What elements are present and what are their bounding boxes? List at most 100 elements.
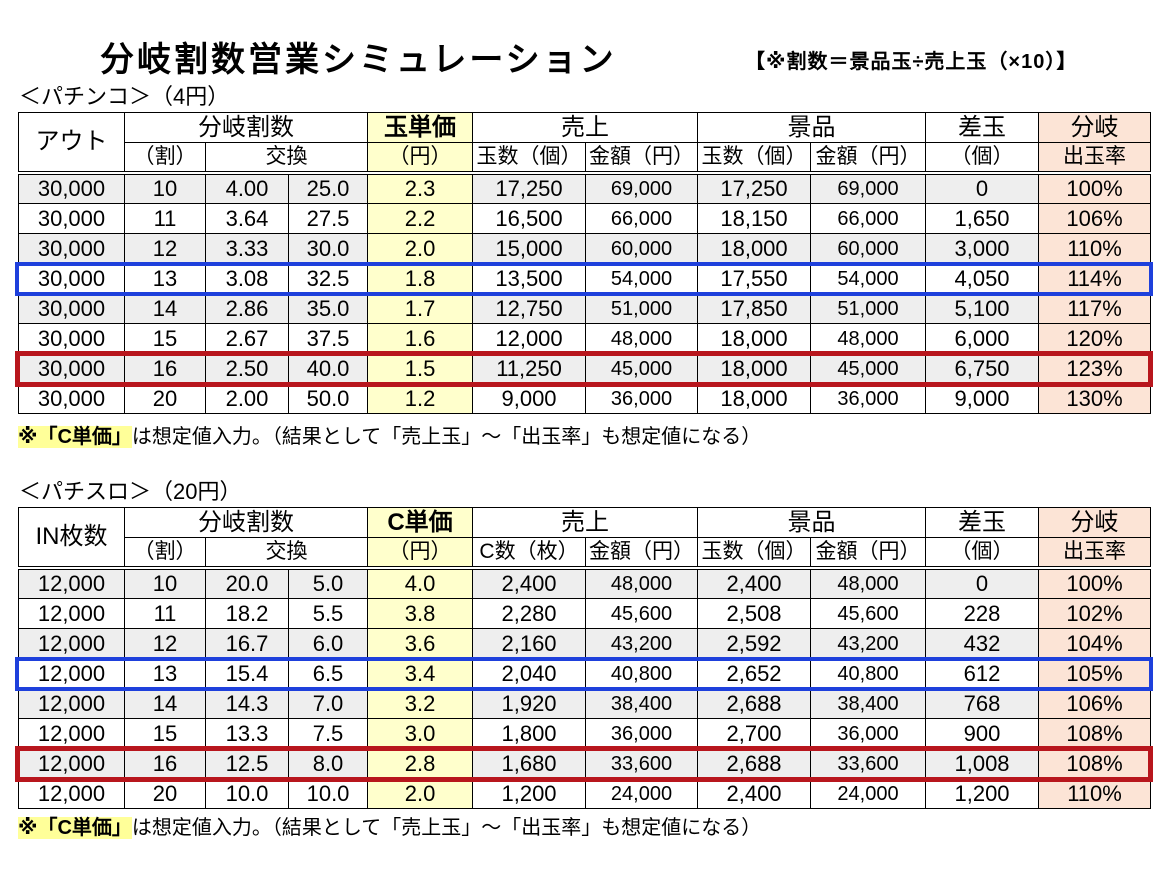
- diff-cell: 612: [925, 658, 1040, 689]
- exchange-value-cell: 30.0: [287, 233, 369, 264]
- split-ratio-cell: 14: [124, 688, 206, 719]
- diff-header: 差玉: [925, 112, 1040, 143]
- prize-count-cell: 2,688: [697, 688, 812, 719]
- split-ratio-cell: 11: [124, 598, 206, 629]
- exchange-value-cell: 6.0: [287, 628, 369, 659]
- diff-cell: 0: [925, 567, 1040, 599]
- note-highlight: ※「C単価」: [18, 426, 132, 448]
- in-count-cell: 12,000: [18, 658, 125, 689]
- prize-amount-cell: 45,000: [810, 353, 927, 384]
- unit-price-cell: 1.5: [367, 353, 474, 384]
- prize-count-header: 玉数（個）: [697, 537, 812, 570]
- payout-rate-cell: 117%: [1038, 293, 1152, 324]
- exchange-rate-cell: 16.7: [205, 628, 289, 659]
- exchange-value-cell: 7.5: [287, 718, 369, 749]
- sales-count-cell: 9,000: [472, 383, 587, 414]
- exchange-rate-cell: 20.0: [205, 567, 289, 599]
- exchange-value-cell: 10.0: [287, 778, 369, 809]
- diff-cell: 228: [925, 598, 1040, 629]
- prize-amount-cell: 36,000: [810, 718, 927, 749]
- prize-count-cell: 18,000: [697, 353, 812, 384]
- sales-amount-cell: 33,600: [585, 748, 699, 779]
- exchange-rate-cell: 2.86: [205, 293, 289, 324]
- diff-cell: 6,000: [925, 323, 1040, 354]
- prize-count-cell: 2,508: [697, 598, 812, 629]
- split-ratio-cell: 11: [124, 203, 206, 234]
- exchange-value-cell: 25.0: [287, 172, 369, 204]
- sales-amount-cell: 69,000: [585, 172, 699, 204]
- exchange-rate-cell: 10.0: [205, 778, 289, 809]
- exchange-value-cell: 6.5: [287, 658, 369, 689]
- prize-amount-cell: 54,000: [810, 263, 927, 294]
- table-row: 30,000 20 2.00 50.0 1.2 9,000 36,000 18,000 36,0…: [18, 383, 1152, 414]
- exchange-value-cell: 50.0: [287, 383, 369, 414]
- table-row: 12,000 16 12.5 8.0 2.8 1,680 33,600 2,688 33,600…: [18, 748, 1152, 779]
- sales-header: 売上: [472, 507, 699, 538]
- pachislot-note: ※「C単価」は想定値入力。（結果として「売上玉」～「出玉率」も想定値になる）: [18, 815, 761, 841]
- exchange-rate-cell: 18.2: [205, 598, 289, 629]
- exchange-rate-cell: 4.00: [205, 172, 289, 204]
- payout-header: 分岐: [1038, 112, 1152, 143]
- unit-price-cell: 4.0: [367, 567, 474, 599]
- prize-amount-cell: 45,600: [810, 598, 927, 629]
- split-ratio-cell: 10: [124, 567, 206, 599]
- table-row: 30,000 15 2.67 37.5 1.6 12,000 48,000 18,000 48,…: [18, 323, 1152, 354]
- sales-amount-cell: 36,000: [585, 718, 699, 749]
- payout-rate-cell: 106%: [1038, 203, 1152, 234]
- page-title: 分岐割数営業シミュレーション: [100, 41, 617, 79]
- diff-unit-header: （個）: [925, 537, 1040, 570]
- sales-count-cell: 1,200: [472, 778, 587, 809]
- split-ratio-cell: 13: [124, 263, 206, 294]
- diff-header: 差玉: [925, 507, 1040, 538]
- out-cell: 30,000: [18, 203, 125, 234]
- diff-cell: 6,750: [925, 353, 1040, 384]
- sales-amount-cell: 40,800: [585, 658, 699, 689]
- header-row-2: （割） 交換 （円） C数（枚） 金額（円） 玉数（個） 金額（円） （個） 出…: [19, 537, 1152, 570]
- payout-rate-cell: 130%: [1038, 383, 1152, 414]
- prize-amount-cell: 51,000: [810, 293, 927, 324]
- exchange-header: 交換: [204, 142, 369, 175]
- in-count-cell: 12,000: [18, 778, 125, 809]
- unit-price-unit-header: （円）: [367, 142, 474, 175]
- prize-amount-cell: 48,000: [810, 323, 927, 354]
- sales-count-cell: 2,280: [472, 598, 587, 629]
- exchange-rate-cell: 15.4: [205, 658, 289, 689]
- prize-count-cell: 18,000: [697, 383, 812, 414]
- exchange-rate-cell: 14.3: [205, 688, 289, 719]
- in-count-cell: 12,000: [18, 748, 125, 779]
- payout-rate-header: 出玉率: [1038, 537, 1152, 570]
- split-ratio-cell: 20: [124, 778, 206, 809]
- exchange-header: 交換: [204, 537, 369, 570]
- diff-cell: 1,650: [925, 203, 1040, 234]
- exchange-value-cell: 8.0: [287, 748, 369, 779]
- exchange-value-cell: 32.5: [287, 263, 369, 294]
- prize-count-cell: 18,000: [697, 323, 812, 354]
- sales-count-cell: 2,160: [472, 628, 587, 659]
- payout-rate-cell: 108%: [1038, 718, 1152, 749]
- table-row: 12,000 12 16.7 6.0 3.6 2,160 43,200 2,592 43,200…: [18, 628, 1152, 659]
- sales-amount-cell: 24,000: [585, 778, 699, 809]
- unit-price-cell: 1.8: [367, 263, 474, 294]
- prize-amount-cell: 43,200: [810, 628, 927, 659]
- payout-rate-cell: 105%: [1038, 658, 1152, 689]
- unit-price-cell: 3.6: [367, 628, 474, 659]
- table-row: 12,000 20 10.0 10.0 2.0 1,200 24,000 2,400 24,00…: [18, 778, 1152, 809]
- exchange-value-cell: 7.0: [287, 688, 369, 719]
- diff-cell: 9,000: [925, 383, 1040, 414]
- prize-amount-cell: 69,000: [810, 172, 927, 204]
- sales-amount-cell: 43,200: [585, 628, 699, 659]
- prize-count-cell: 2,592: [697, 628, 812, 659]
- in-count-cell: 12,000: [18, 688, 125, 719]
- unit-price-header: 玉単価: [367, 112, 474, 143]
- prize-count-cell: 18,000: [697, 233, 812, 264]
- unit-price-cell: 1.2: [367, 383, 474, 414]
- sales-amount-cell: 45,000: [585, 353, 699, 384]
- in-count-cell: 12,000: [18, 628, 125, 659]
- exchange-rate-cell: 12.5: [205, 748, 289, 779]
- table-row: 12,000 14 14.3 7.0 3.2 1,920 38,400 2,688 38,400…: [18, 688, 1152, 719]
- sales-amount-cell: 54,000: [585, 263, 699, 294]
- note-text: は想定値入力。（結果として「売上玉」～「出玉率」も想定値になる）: [131, 817, 762, 839]
- exchange-value-cell: 40.0: [287, 353, 369, 384]
- exchange-value-cell: 5.5: [287, 598, 369, 629]
- out-cell: 30,000: [18, 383, 125, 414]
